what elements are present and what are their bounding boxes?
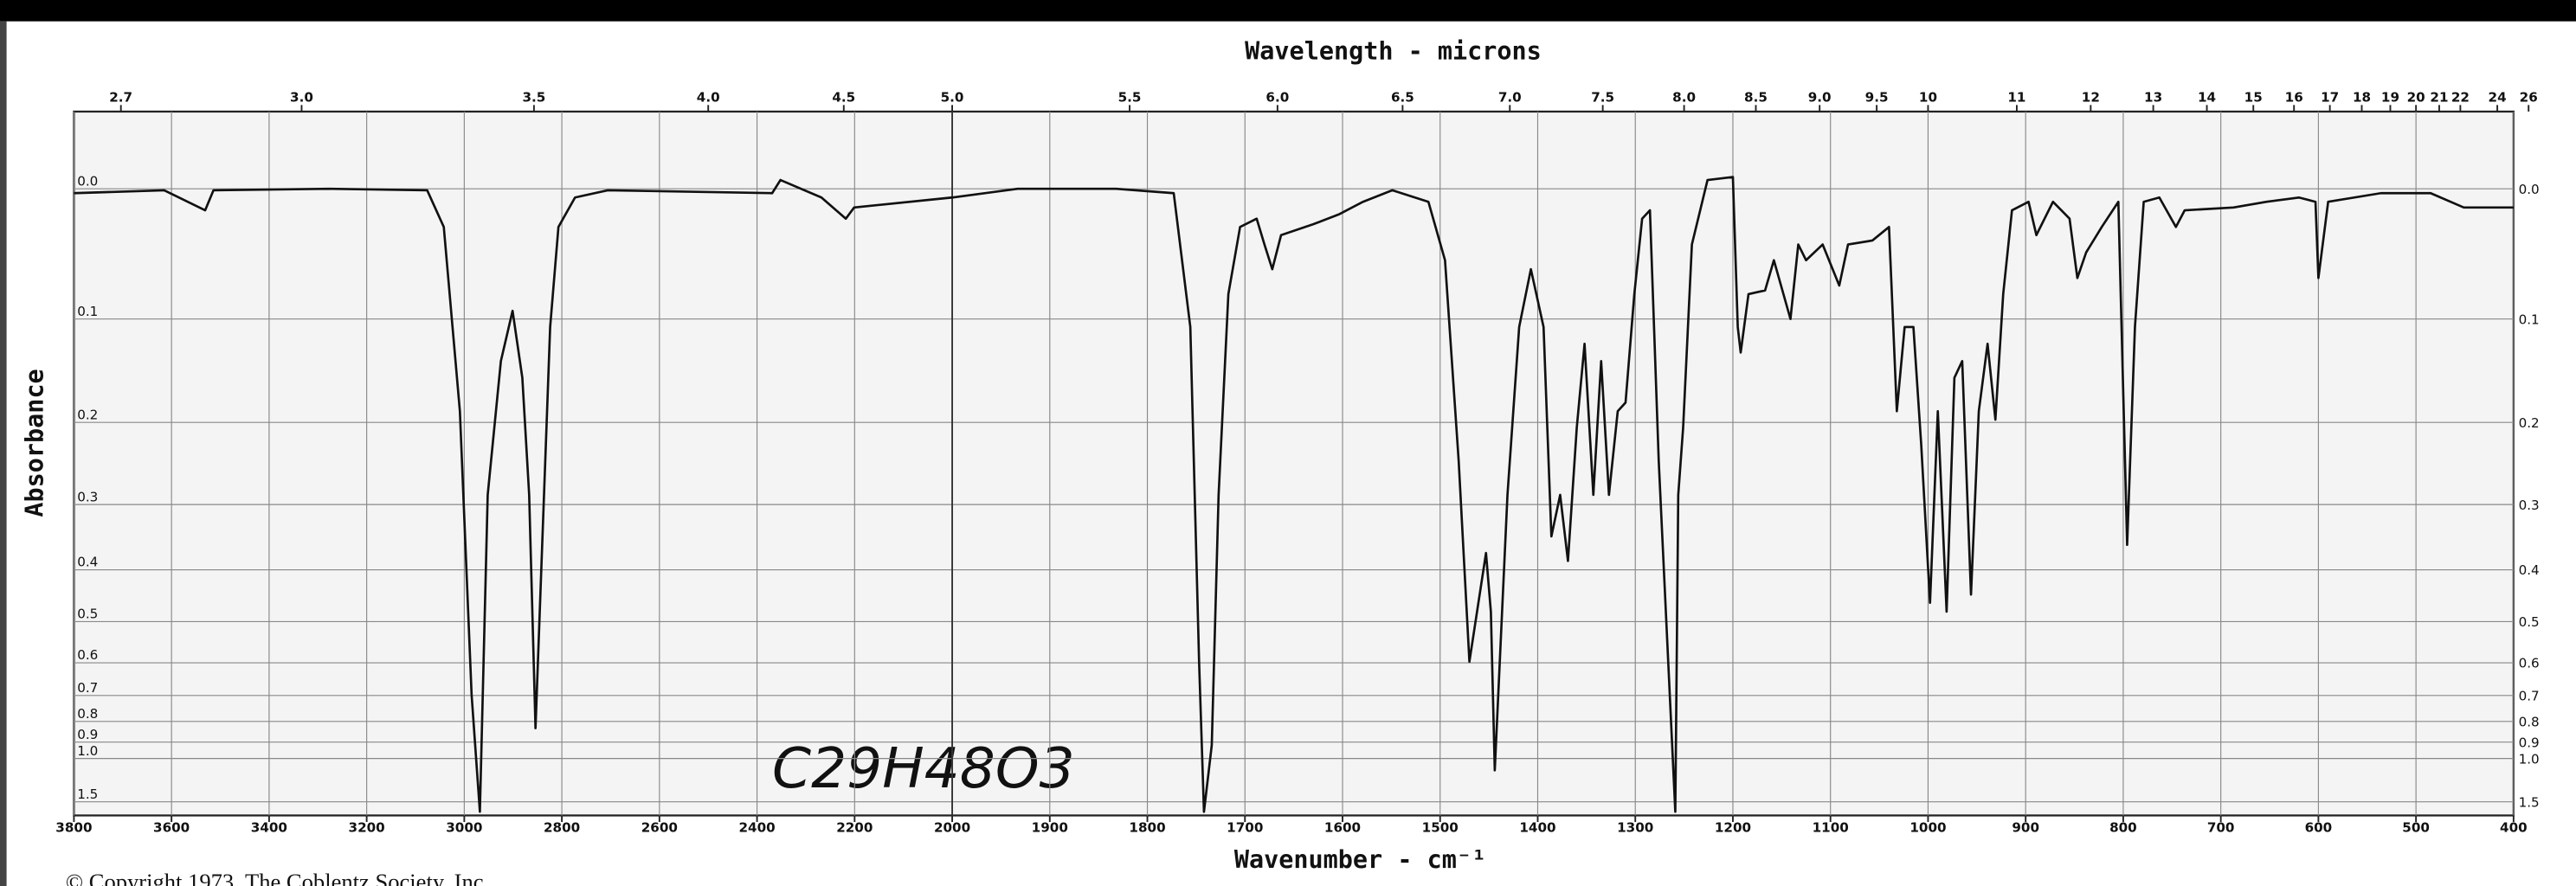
x-tick-label: 900: [2012, 819, 2039, 835]
x-tick-label: 3800: [55, 819, 92, 835]
y-tick-label: 1.0: [2519, 751, 2540, 767]
y-tick-label: 1.5: [2519, 794, 2540, 810]
x-axis-title: Wavenumber - cm⁻¹: [1234, 845, 1486, 874]
x2-tick-label: 3.0: [290, 90, 313, 106]
x2-tick-label: 19: [2381, 90, 2399, 106]
x2-tick-label: 26: [2520, 90, 2538, 106]
x2-tick-label: 3.5: [522, 90, 545, 106]
x-tick-label: 2000: [934, 819, 970, 835]
plot-area: [73, 110, 2515, 817]
formula-annotation: C29H48O3: [772, 736, 1075, 801]
x-tick-label: 3200: [349, 819, 385, 835]
x-tick-label: 1800: [1129, 819, 1165, 835]
scan-border: [0, 0, 2576, 22]
y-tick-label: 0.1: [77, 304, 98, 319]
x-tick-label: 2400: [738, 819, 775, 835]
x-tick-label: 2800: [544, 819, 580, 835]
x2-tick-label: 24: [2489, 90, 2507, 106]
x-tick-label: 1200: [1715, 819, 1751, 835]
x2-tick-label: 20: [2407, 90, 2425, 106]
y-tick-label: 0.3: [77, 489, 98, 504]
y-tick-label: 1.0: [77, 743, 98, 759]
x2-tick-label: 4.0: [697, 90, 720, 106]
x2-tick-label: 8.0: [1672, 90, 1696, 106]
y-axis-title: Absorbance: [20, 369, 48, 517]
y-tick-label: 0.7: [2519, 689, 2540, 704]
x2-tick-label: 5.5: [1118, 90, 1142, 106]
y-tick-label: 1.5: [77, 786, 98, 802]
x2-tick-label: 4.5: [832, 90, 855, 106]
y-tick-label: 0.7: [77, 680, 98, 696]
x-tick-label: 2600: [641, 819, 678, 835]
y-tick-label: 0.6: [77, 647, 98, 663]
x2-tick-label: 6.0: [1265, 90, 1289, 106]
y-tick-label: 0.2: [77, 407, 98, 422]
x-tick-label: 1000: [1909, 819, 1946, 835]
x2-tick-label: 10: [1919, 90, 1937, 106]
y-tick-label: 0.5: [2519, 614, 2540, 630]
y-tick-label: 0.4: [77, 555, 98, 570]
x-tick-label: 400: [2500, 819, 2528, 835]
x2-tick-label: 16: [2285, 90, 2303, 106]
x2-tick-label: 21: [2430, 90, 2448, 106]
x-tick-label: 3000: [446, 819, 482, 835]
x2-tick-label: 12: [2082, 90, 2100, 106]
x-tick-label: 1600: [1324, 819, 1361, 835]
y-tick-label: 0.5: [77, 607, 98, 622]
x2-tick-label: 14: [2198, 90, 2216, 106]
y-tick-label: 0.3: [2519, 498, 2540, 513]
top-axis-title: Wavelength - microns: [1245, 36, 1542, 65]
x2-tick-label: 9.5: [1865, 90, 1889, 106]
scan-edge: [0, 21, 7, 886]
y-tick-label: 0.2: [2519, 415, 2540, 431]
x2-tick-label: 22: [2451, 90, 2470, 106]
x-tick-label: 1100: [1813, 819, 1849, 835]
x-tick-label: 3600: [153, 819, 190, 835]
x-tick-label: 1500: [1422, 819, 1459, 835]
x2-tick-label: 5.0: [941, 90, 964, 106]
x2-tick-label: 15: [2244, 90, 2263, 106]
x-tick-label: 3400: [251, 819, 287, 835]
x-tick-label: 2200: [836, 819, 873, 835]
y-tick-label: 0.0: [77, 173, 98, 189]
x-tick-label: 700: [2207, 819, 2235, 835]
x2-tick-label: 17: [2321, 90, 2339, 106]
x-tick-label: 600: [2305, 819, 2333, 835]
x2-tick-label: 13: [2144, 90, 2162, 106]
x2-tick-label: 6.5: [1391, 90, 1414, 106]
x2-tick-label: 11: [2007, 90, 2025, 106]
x2-tick-label: 18: [2353, 90, 2371, 106]
x-tick-label: 1900: [1032, 819, 1068, 835]
x-tick-label: 1400: [1519, 819, 1555, 835]
y-tick-label: 0.9: [2519, 735, 2540, 750]
copyright: © Copyright 1973. The Coblentz Society, …: [66, 869, 489, 886]
y-tick-label: 0.8: [77, 706, 98, 722]
y-tick-label: 0.8: [2519, 715, 2540, 730]
y-tick-label: 0.0: [2519, 182, 2540, 197]
x2-tick-label: 9.0: [1808, 90, 1832, 106]
x2-tick-label: 7.0: [1498, 90, 1522, 106]
x2-tick-label: 2.7: [109, 90, 132, 106]
x2-tick-label: 8.5: [1744, 90, 1768, 106]
y-tick-label: 0.6: [2519, 656, 2540, 671]
x-tick-label: 800: [2109, 819, 2137, 835]
y-tick-label: 0.1: [2519, 311, 2540, 327]
x-tick-label: 1700: [1227, 819, 1263, 835]
spectrum-line: [74, 176, 2514, 813]
y-tick-label: 0.9: [77, 727, 98, 742]
x2-tick-label: 7.5: [1591, 90, 1614, 106]
x-tick-label: 500: [2402, 819, 2430, 835]
y-tick-label: 0.4: [2519, 562, 2540, 578]
x-tick-label: 1300: [1617, 819, 1653, 835]
